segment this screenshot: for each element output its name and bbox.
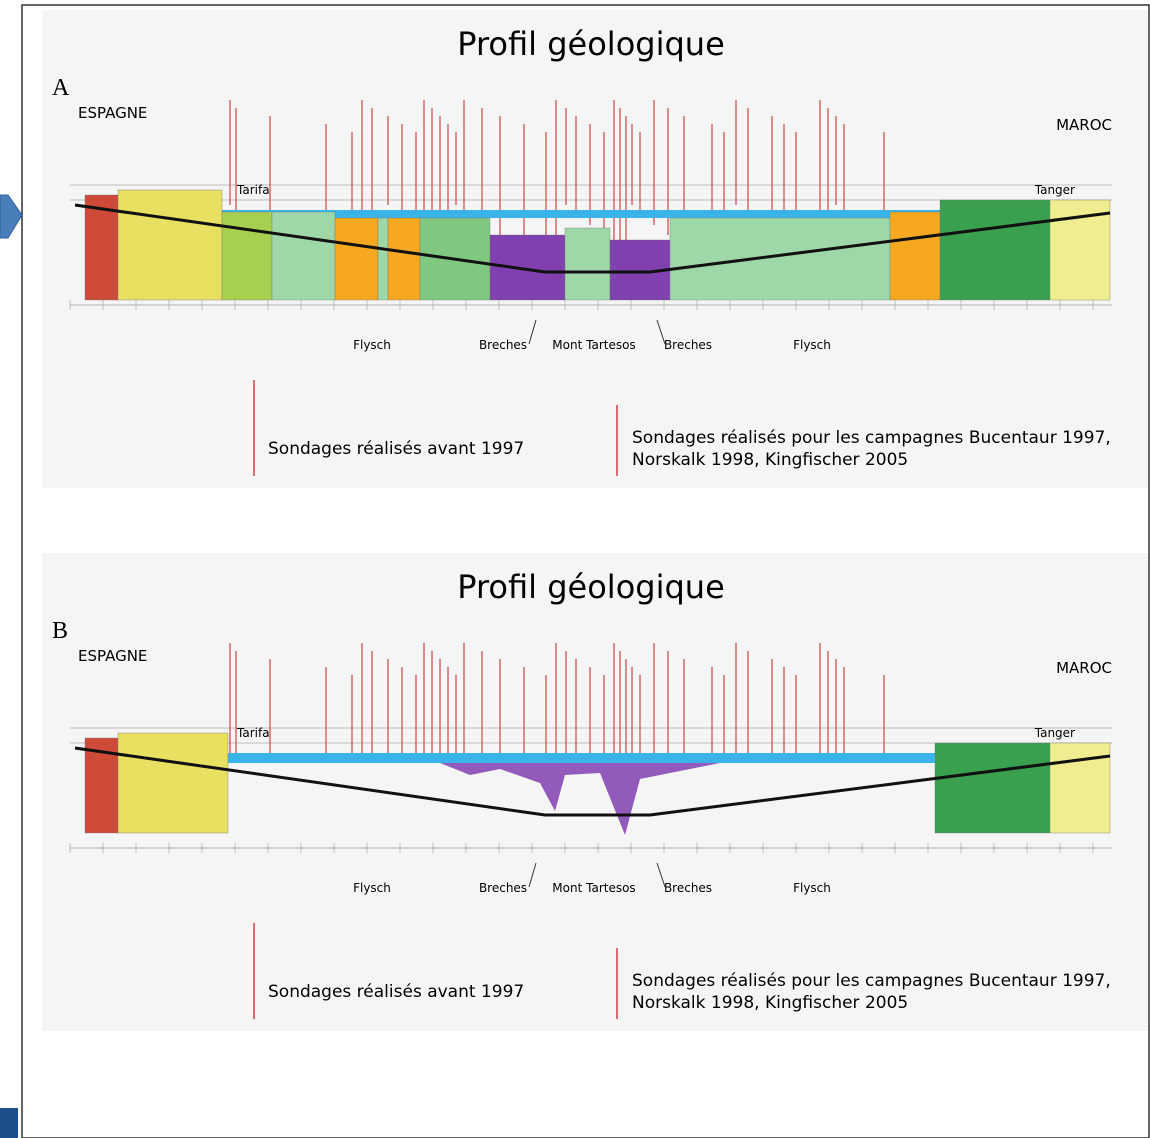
geo-unit <box>670 218 890 300</box>
geo-unit <box>222 212 272 300</box>
annotation: Flysch <box>353 881 391 895</box>
geo-unit <box>388 218 420 300</box>
town-left: Tarifa <box>236 726 270 740</box>
country-right: MAROC <box>1056 116 1112 134</box>
annotation: Flysch <box>353 338 391 352</box>
geo-unit <box>940 200 1050 300</box>
arrow <box>0 195 22 238</box>
panel-title: Profil géologique <box>457 25 725 63</box>
town-right: Tanger <box>1034 726 1075 740</box>
geo-unit <box>272 212 335 300</box>
panel-a: Profil géologique A ESPAGNE MAROC Tarifa Tang… <box>42 10 1148 488</box>
country-right: MAROC <box>1056 659 1112 677</box>
legend-text: Norskalk 1998, Kingfischer 2005 <box>632 450 908 470</box>
panel-label: B <box>52 618 68 644</box>
geo-unit <box>378 218 388 300</box>
legend-text: Norskalk 1998, Kingfischer 2005 <box>632 993 908 1013</box>
panel-title: Profil géologique <box>457 568 725 606</box>
legend-text: Sondages réalisés avant 1997 <box>268 439 524 459</box>
legend-text: Sondages réalisés avant 1997 <box>268 982 524 1002</box>
town-right: Tanger <box>1034 183 1075 197</box>
country-left: ESPAGNE <box>78 104 147 122</box>
corner-block <box>0 1108 18 1138</box>
annotation: Mont Tartesos <box>552 338 635 352</box>
town-left: Tarifa <box>236 183 270 197</box>
annotation: Breches <box>664 881 712 895</box>
panel-label: A <box>52 75 70 101</box>
geo-unit <box>935 743 1050 833</box>
geo-unit <box>565 228 610 300</box>
legend-text: Sondages réalisés pour les campagnes Buc… <box>632 428 1111 448</box>
geo-unit <box>890 212 940 300</box>
geo-unit <box>118 190 222 300</box>
geo-unit <box>118 733 228 833</box>
annotation: Breches <box>664 338 712 352</box>
slide: Profil géologique A ESPAGNE MAROC Tarifa Tang… <box>0 0 1150 1138</box>
annotation: Mont Tartesos <box>552 881 635 895</box>
geo-unit <box>490 235 565 300</box>
panel-b: Profil géologique B ESPAGNE MAROC Tarifa Tang… <box>42 553 1148 1031</box>
geo-unit <box>335 218 378 300</box>
country-left: ESPAGNE <box>78 647 147 665</box>
annotation: Flysch <box>793 881 831 895</box>
annotation: Flysch <box>793 338 831 352</box>
annotation: Breches <box>479 881 527 895</box>
legend-text: Sondages réalisés pour les campagnes Buc… <box>632 971 1111 991</box>
annotation: Breches <box>479 338 527 352</box>
